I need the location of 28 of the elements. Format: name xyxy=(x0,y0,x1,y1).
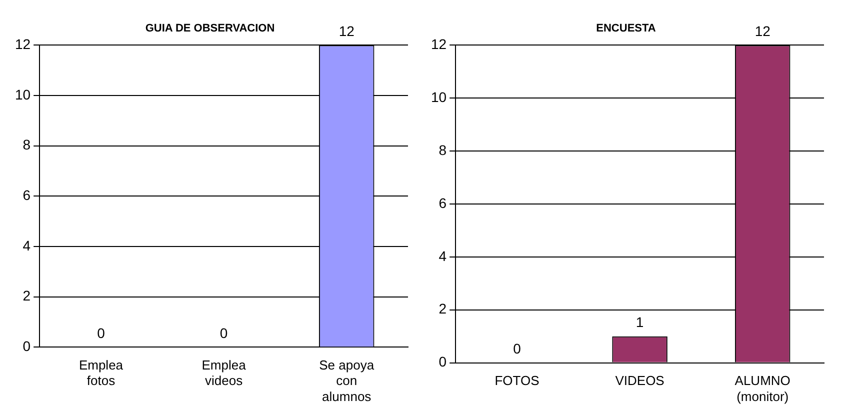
y-tick-label: 2 xyxy=(22,288,31,304)
y-tick-label: 12 xyxy=(430,36,447,52)
x-tick-label: Emplea fotos xyxy=(78,358,124,388)
chart-title: ENCUESTA xyxy=(596,22,656,35)
y-tick-label: 6 xyxy=(438,194,447,211)
data-label: 0 xyxy=(513,340,522,357)
chart-title: GUIA DE OBSERVACION xyxy=(145,22,275,35)
y-tick-label: 12 xyxy=(14,36,31,52)
y-tick-label: 4 xyxy=(22,237,31,254)
y-tick-label: 8 xyxy=(438,142,447,158)
data-label: 12 xyxy=(338,23,355,40)
y-tick-label: 10 xyxy=(14,86,31,102)
y-tick-label: 10 xyxy=(430,88,447,105)
y-tick-label: 2 xyxy=(438,300,447,317)
x-tick-label: FOTOS xyxy=(494,373,540,388)
data-label: 0 xyxy=(220,325,228,342)
data-label: 0 xyxy=(97,325,106,342)
data-label: 1 xyxy=(636,314,644,330)
y-tick-label: 8 xyxy=(22,136,31,153)
x-tick-label: Se apoya con alumnos xyxy=(319,358,375,404)
y-tick-label: 6 xyxy=(22,187,31,204)
y-tick-label: 4 xyxy=(438,248,447,264)
x-tick-label: ALUMNO (monitor) xyxy=(734,373,790,404)
data-label: 12 xyxy=(754,23,771,40)
y-tick-label: 0 xyxy=(438,354,447,370)
y-tick-label: 0 xyxy=(22,338,31,354)
x-tick-label: VIDEOS xyxy=(615,373,665,388)
x-tick-label: Emplea videos xyxy=(202,358,247,388)
